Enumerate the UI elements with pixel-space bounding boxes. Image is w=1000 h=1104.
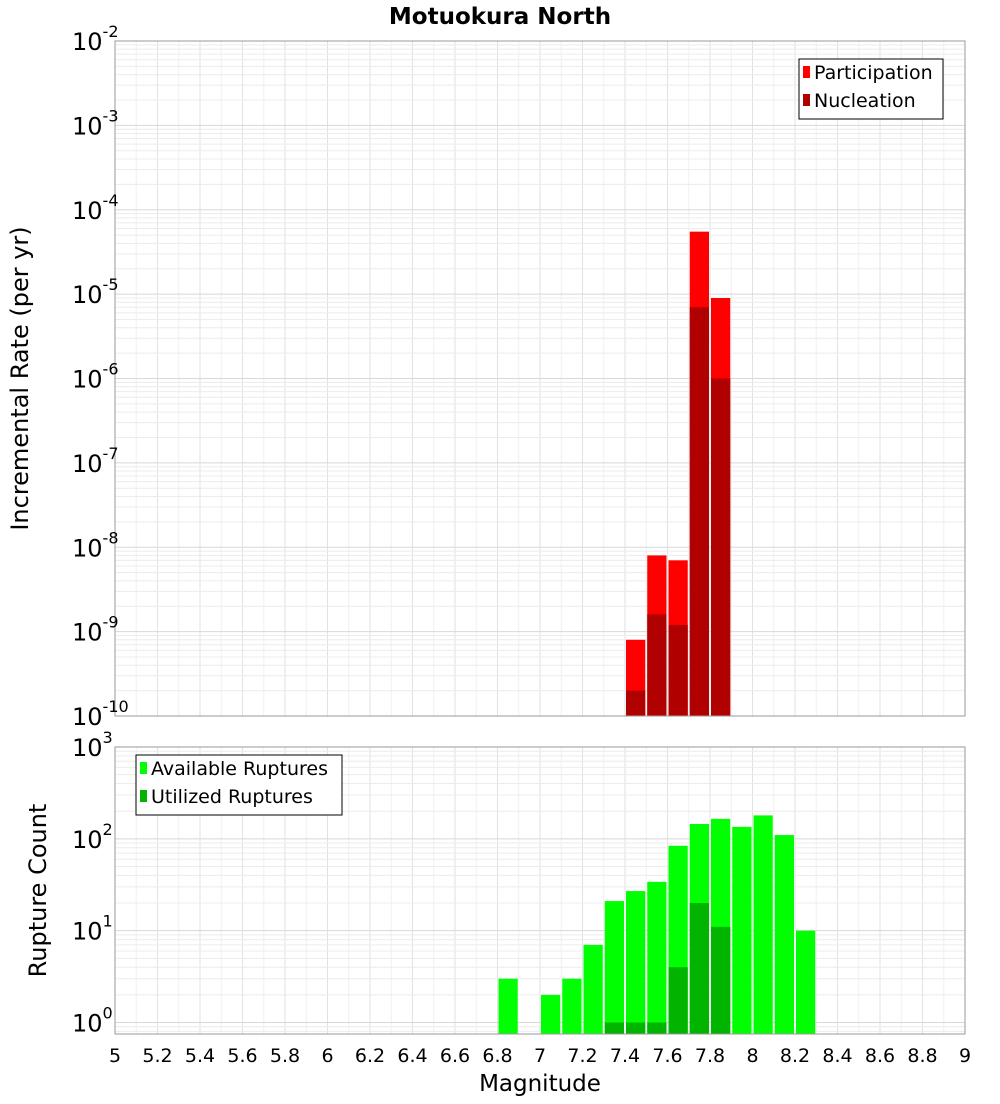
x-tick-label: 8.4 bbox=[822, 1045, 852, 1067]
bar-available-ruptures bbox=[583, 944, 603, 1034]
legend: Participation Nucleation bbox=[798, 58, 944, 120]
bar-nucleation bbox=[711, 378, 731, 716]
y-tick-label: 10-3 bbox=[72, 106, 119, 140]
x-tick-label: 6.8 bbox=[482, 1045, 512, 1067]
bar-available-ruptures bbox=[732, 826, 752, 1034]
bar-nucleation bbox=[689, 307, 709, 716]
y-tick-label: 10-4 bbox=[72, 191, 119, 225]
bar-utilized-ruptures bbox=[626, 1022, 646, 1034]
legend-box bbox=[798, 58, 944, 120]
bar-available-ruptures bbox=[562, 978, 582, 1034]
y-tick-label: 101 bbox=[72, 912, 113, 946]
legend-label: Utilized Ruptures bbox=[151, 786, 313, 808]
x-tick-label: 8.6 bbox=[865, 1045, 895, 1067]
x-tick-label: 5.6 bbox=[227, 1045, 257, 1067]
legend-swatch bbox=[140, 762, 147, 774]
x-tick-label: 8.8 bbox=[907, 1045, 937, 1067]
bar-available-ruptures bbox=[604, 901, 624, 1034]
bar-available-ruptures bbox=[541, 994, 561, 1034]
chart-title: Motuokura North bbox=[389, 4, 611, 30]
x-tick-label: 6.4 bbox=[397, 1045, 427, 1067]
x-tick-label: 6 bbox=[321, 1045, 333, 1067]
legend-swatch bbox=[803, 66, 810, 78]
x-tick-label: 7.4 bbox=[610, 1045, 640, 1067]
legend-label: Participation bbox=[814, 62, 933, 84]
x-tick-label: 7 bbox=[534, 1045, 546, 1067]
x-tick-label: 5.8 bbox=[270, 1045, 300, 1067]
plot-panel-1: 100 101 102 103 Rupture Count Available Ruptu… bbox=[24, 728, 971, 1097]
bar-available-ruptures bbox=[796, 930, 816, 1034]
plot-frame bbox=[114, 746, 966, 1035]
x-tick-label: 6.6 bbox=[440, 1045, 470, 1067]
bar-nucleation bbox=[668, 624, 688, 716]
legend-box bbox=[135, 754, 343, 816]
plot-panel-0: 10-10 10-9 10-8 10-7 10-6 10-5 10-4 10-3 10-2 Inc… bbox=[6, 4, 966, 731]
bar-available-ruptures bbox=[753, 815, 773, 1034]
x-tick-label: 8.2 bbox=[780, 1045, 810, 1067]
y-tick-label: 103 bbox=[72, 728, 113, 762]
bar-available-ruptures bbox=[647, 881, 667, 1034]
y-tick-label: 10-6 bbox=[72, 360, 119, 394]
bar-utilized-ruptures bbox=[668, 967, 688, 1034]
legend: Available Ruptures Utilized Ruptures bbox=[135, 754, 343, 816]
legend-swatch bbox=[803, 94, 810, 106]
bar-available-ruptures bbox=[774, 835, 794, 1034]
bar-available-ruptures bbox=[626, 891, 646, 1034]
legend-swatch bbox=[140, 790, 147, 802]
x-tick-label: 5.4 bbox=[185, 1045, 215, 1067]
plot-frame bbox=[114, 40, 966, 717]
x-tick-label: 7.6 bbox=[652, 1045, 682, 1067]
y-axis-label: Incremental Rate (per yr) bbox=[6, 226, 34, 530]
y-tick-label: 10-10 bbox=[72, 697, 129, 731]
y-axis-label: Rupture Count bbox=[24, 804, 52, 978]
bar-utilized-ruptures bbox=[711, 926, 731, 1034]
y-tick-label: 10-8 bbox=[72, 528, 119, 562]
y-tick-label: 10-7 bbox=[72, 444, 119, 478]
x-tick-label: 5.2 bbox=[142, 1045, 172, 1067]
legend-label: Available Ruptures bbox=[151, 758, 328, 780]
bar-utilized-ruptures bbox=[647, 1022, 667, 1034]
bar-nucleation bbox=[647, 614, 667, 716]
y-tick-label: 100 bbox=[72, 1004, 113, 1038]
x-tick-label: 5 bbox=[109, 1045, 121, 1067]
x-tick-label: 6.2 bbox=[355, 1045, 385, 1067]
legend-label: Nucleation bbox=[814, 90, 916, 112]
y-tick-label: 10-2 bbox=[72, 22, 119, 56]
x-axis-label: Magnitude bbox=[479, 1071, 601, 1097]
y-tick-label: 10-9 bbox=[72, 613, 119, 647]
x-tick-label: 7.2 bbox=[567, 1045, 597, 1067]
x-tick-label: 7.8 bbox=[695, 1045, 725, 1067]
y-tick-label: 102 bbox=[72, 820, 113, 854]
x-tick-label: 9 bbox=[959, 1045, 971, 1067]
y-tick-label: 10-5 bbox=[72, 275, 119, 309]
bar-utilized-ruptures bbox=[689, 903, 709, 1034]
bar-utilized-ruptures bbox=[604, 1022, 624, 1034]
bar-available-ruptures bbox=[498, 978, 518, 1034]
x-tick-label: 8 bbox=[746, 1045, 758, 1067]
bar-nucleation bbox=[626, 690, 646, 716]
